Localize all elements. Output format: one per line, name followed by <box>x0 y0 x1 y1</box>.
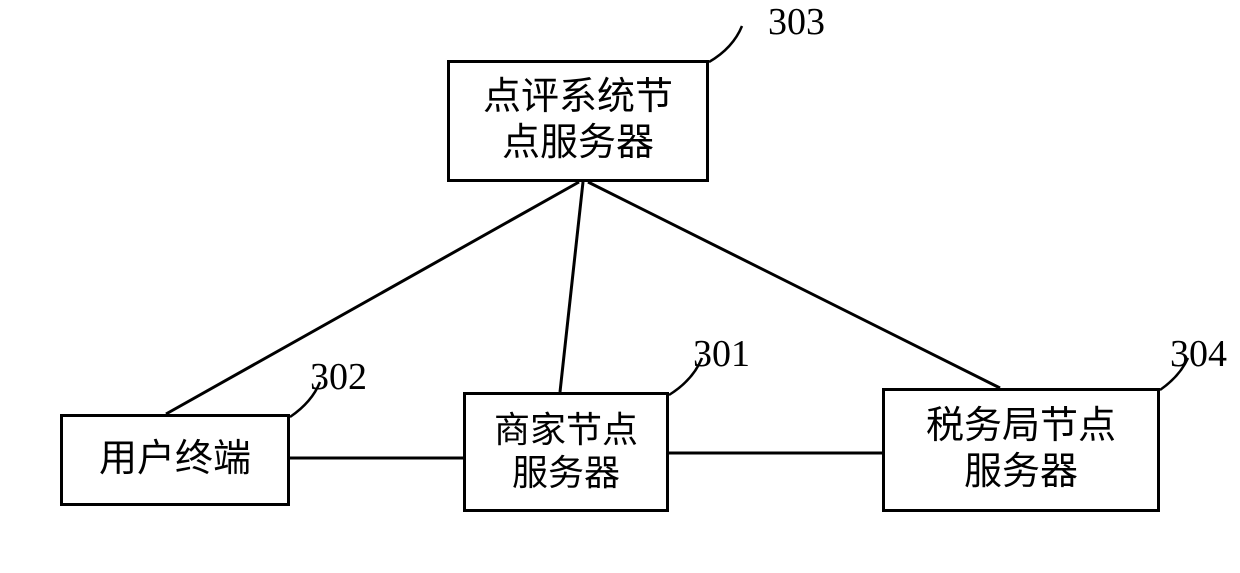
node-tax-bureau-server: 税务局节点 服务器 <box>882 388 1160 512</box>
node-review-system-server: 点评系统节 点服务器 <box>447 60 709 182</box>
node-303-line1: 点评系统节 <box>483 76 673 118</box>
diagram-canvas: 点评系统节 点服务器 303 用户终端 302 商家节点 服务器 301 税务局… <box>0 0 1240 573</box>
node-user-terminal: 用户终端 <box>60 414 290 506</box>
node-merchant-server: 商家节点 服务器 <box>463 392 669 512</box>
edge-303-304 <box>588 182 1000 388</box>
edge-303-302 <box>166 182 579 414</box>
ref-label-304: 304 <box>1170 332 1227 376</box>
ref-label-303: 303 <box>768 0 825 44</box>
edge-303-301 <box>560 182 583 392</box>
ref-label-301: 301 <box>693 332 750 376</box>
ref-label-302: 302 <box>310 355 367 399</box>
node-303-line2: 点服务器 <box>502 122 654 164</box>
node-301-line1: 商家节点 <box>494 410 638 450</box>
node-304-line1: 税务局节点 <box>926 405 1116 447</box>
node-302-label: 用户终端 <box>99 437 251 483</box>
node-304-line2: 服务器 <box>964 451 1078 493</box>
node-301-line2: 服务器 <box>512 453 620 493</box>
